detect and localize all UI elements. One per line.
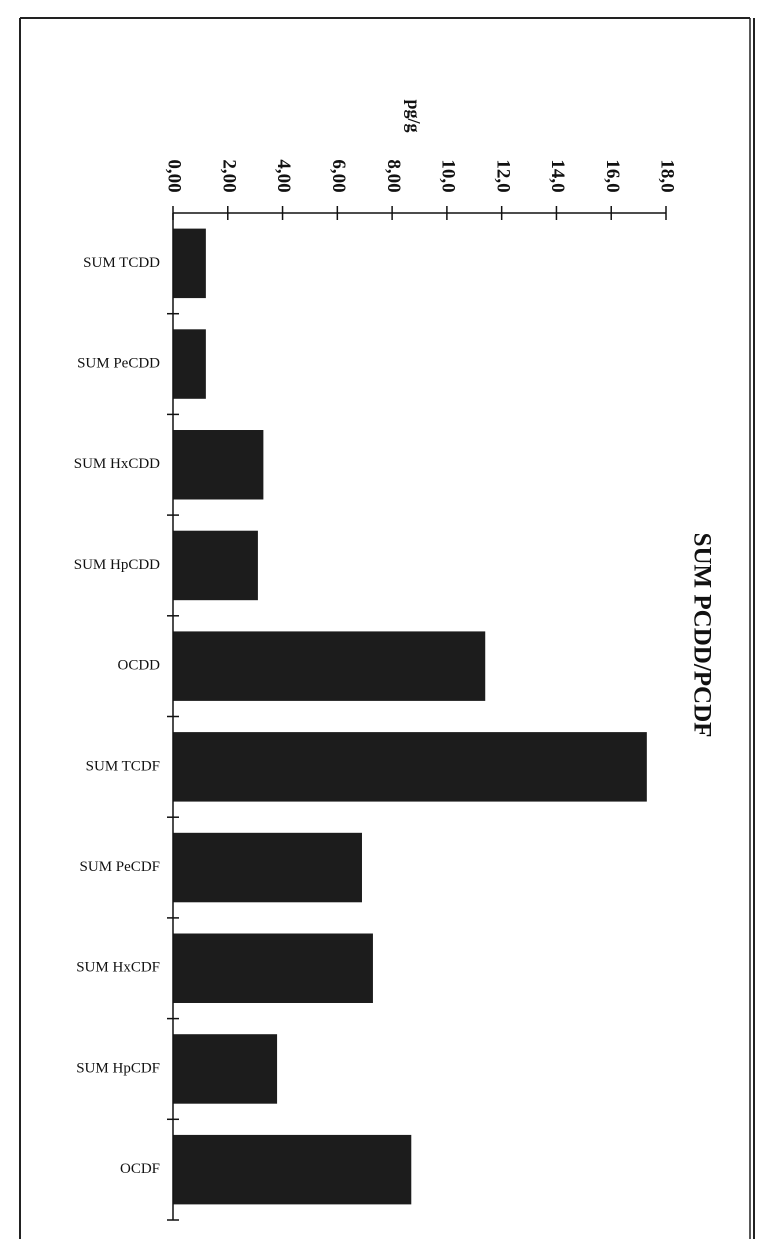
value-tick-label: 4,00: [273, 159, 294, 192]
value-axis-layer: 0,00 2,00 4,00 6,00 8,00 10,0 12,0 14,0 16,0 18,0: [164, 159, 678, 220]
category-axis-layer: [167, 213, 179, 1221]
bar-sum-tcdd: [173, 228, 206, 299]
category-label: SUM PeCDF: [80, 859, 160, 875]
value-tick-label: 18,0: [657, 159, 678, 192]
bar-ocdf: [173, 1134, 412, 1205]
category-label: SUM HxCDF: [76, 960, 160, 976]
value-tick-label: 0,00: [164, 159, 185, 192]
value-tick-label: 6,00: [328, 159, 349, 192]
bar-sum-pecdf: [173, 832, 362, 903]
value-tick-label: 2,00: [218, 159, 239, 192]
category-label: SUM TCDD: [83, 255, 160, 271]
value-tick-label: 10,0: [438, 159, 459, 192]
category-label: SUM HpCDF: [76, 1060, 160, 1076]
bar-sum-hxcdf: [173, 933, 373, 1003]
bar-sum-hpcdd: [173, 530, 258, 601]
category-label: SUM TCDF: [86, 758, 160, 774]
value-axis-label: pg/g: [404, 99, 424, 132]
category-label: SUM HxCDD: [74, 456, 160, 472]
value-tick-label: 12,0: [492, 159, 513, 192]
value-tick-label: 8,00: [383, 159, 404, 192]
chart-title: SUM PCDD/PCDF: [688, 533, 715, 738]
value-tick-label: 14,0: [547, 159, 568, 192]
category-label: OCDD: [117, 658, 160, 674]
bars-layer: [173, 228, 647, 1205]
value-tick-label: 16,0: [602, 159, 623, 192]
bar-sum-pecdd: [173, 329, 206, 399]
category-labels-layer: SUM TCDD SUM PeCDD SUM HxCDD SUM HpCDD OCDD S…: [74, 255, 160, 1177]
category-label: SUM PeCDD: [77, 355, 160, 371]
bar-sum-tcdf: [173, 732, 647, 802]
bar-sum-hpcdf: [173, 1034, 278, 1104]
category-label: OCDF: [120, 1161, 160, 1177]
category-label: SUM HpCDD: [74, 557, 160, 573]
bar-ocdd: [173, 631, 486, 701]
bar-sum-hxcdd: [173, 430, 264, 500]
